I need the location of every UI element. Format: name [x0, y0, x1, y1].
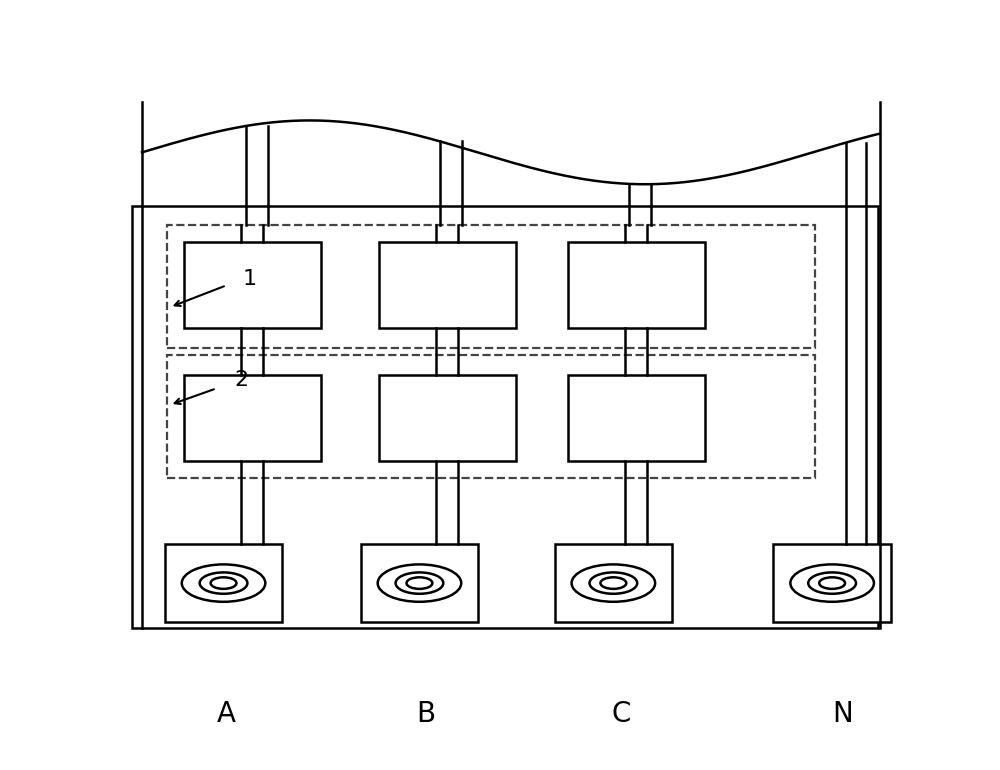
Bar	[568, 375, 705, 461]
Text: C: C	[612, 700, 631, 728]
Bar	[361, 544, 478, 622]
Bar	[555, 544, 672, 622]
Bar	[184, 375, 321, 461]
Text: 2: 2	[234, 370, 249, 390]
Bar	[773, 544, 891, 622]
Text: 1: 1	[242, 269, 256, 289]
Bar	[165, 544, 282, 622]
Text: N: N	[833, 700, 853, 728]
Bar	[379, 242, 516, 329]
Bar	[167, 226, 815, 349]
Bar	[167, 355, 815, 478]
Bar	[132, 206, 878, 628]
Text: A: A	[217, 700, 236, 728]
Bar	[184, 242, 321, 329]
Bar	[379, 375, 516, 461]
Text: B: B	[416, 700, 435, 728]
Bar	[568, 242, 705, 329]
